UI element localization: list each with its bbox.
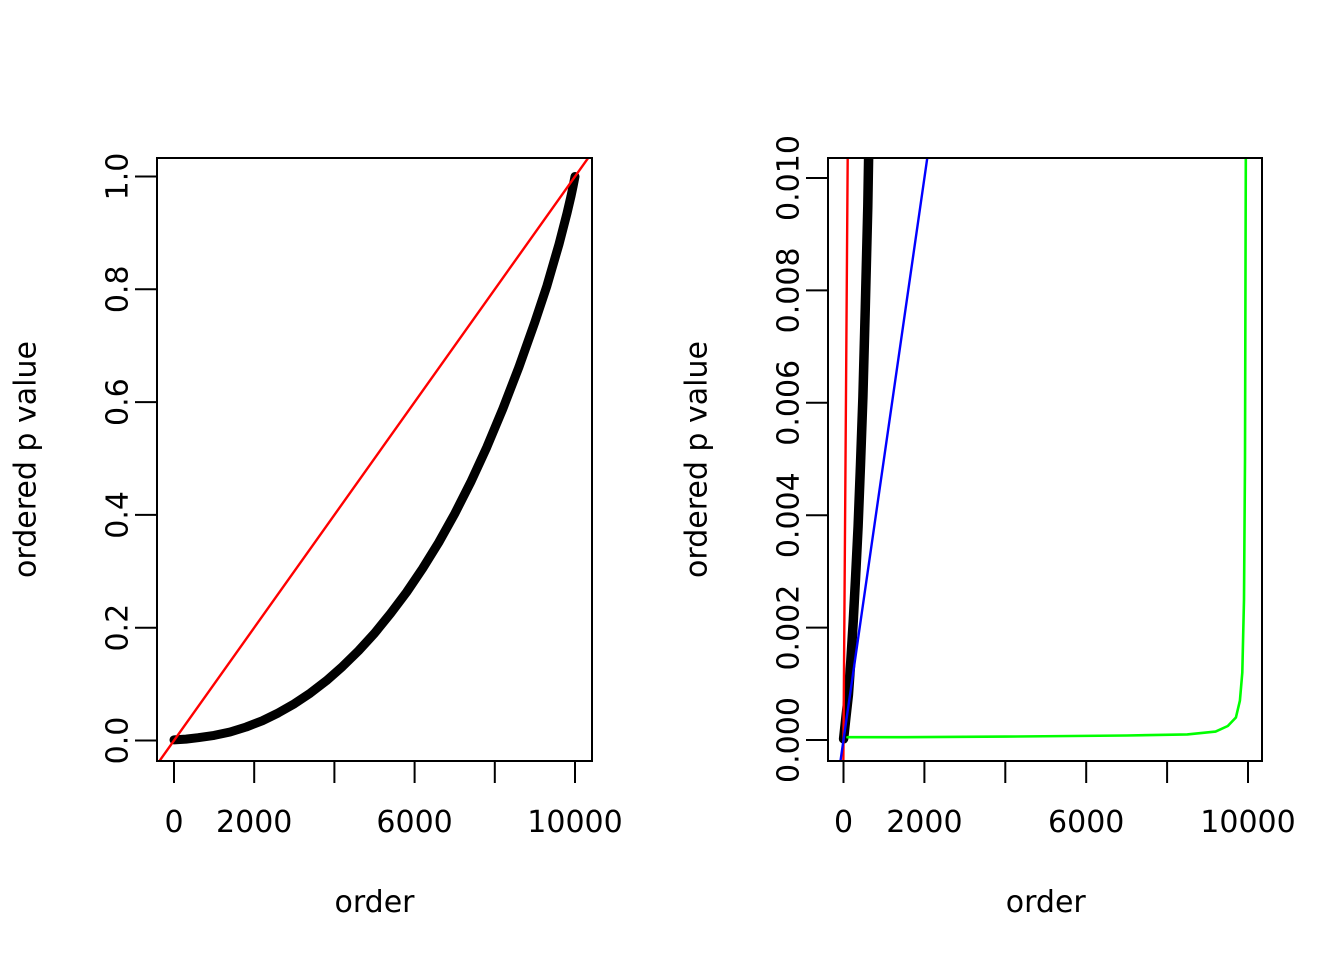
plot-area xyxy=(838,158,1248,761)
y-tick-label: 0.008 xyxy=(772,247,807,333)
panel-zoomed-to-0.01: 0 2000 6000 10000 0.000 0.002 0.004 0.006 0.008 0… xyxy=(680,135,1296,920)
y-tick-label: 0.0 xyxy=(101,717,136,765)
y-tick-label: 1.0 xyxy=(101,153,136,201)
x-axis-title: order xyxy=(1006,885,1087,920)
y-tick-label: 0.6 xyxy=(101,378,136,426)
plot-box xyxy=(156,157,593,762)
y-tick-label: 0.4 xyxy=(101,491,136,539)
series-uniform-reference-line xyxy=(157,158,590,761)
plot-box xyxy=(827,157,1263,762)
plot-area xyxy=(157,158,590,761)
series-ordered-p-values xyxy=(169,172,580,745)
y-axis-title: ordered p value xyxy=(680,341,715,578)
x-tick-label: 2000 xyxy=(216,805,292,840)
y-tick-label: 0.010 xyxy=(772,135,807,221)
y-tick-label: 0.000 xyxy=(772,697,807,783)
x-tick-label: 10000 xyxy=(1200,805,1295,840)
x-tick-label: 6000 xyxy=(376,805,452,840)
x-tick-label: 2000 xyxy=(886,805,962,840)
y-tick-label: 0.002 xyxy=(772,585,807,671)
y-axis-title: ordered p value xyxy=(9,341,44,578)
series-ordered-p-values xyxy=(838,158,874,744)
x-tick-label: 10000 xyxy=(527,805,622,840)
x-tick-label: 0 xyxy=(164,805,183,840)
y-tick-label: 0.2 xyxy=(101,604,136,652)
x-axis-title: order xyxy=(335,885,416,920)
y-tick-label: 0.8 xyxy=(101,265,136,313)
series-bh-threshold-line xyxy=(839,158,929,761)
x-tick-label: 0 xyxy=(834,805,853,840)
x-tick-label: 6000 xyxy=(1048,805,1124,840)
panel-full-scale: 0 2000 6000 10000 0.0 0.2 0.4 0.6 0.8 1.0 order ord… xyxy=(9,153,623,920)
y-tick-label: 0.004 xyxy=(772,472,807,558)
y-tick-label: 0.006 xyxy=(772,360,807,446)
series-alternative-p-values-curve xyxy=(846,158,1248,739)
